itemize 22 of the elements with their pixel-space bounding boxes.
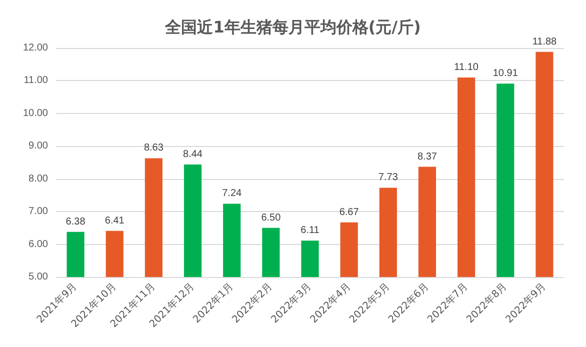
y-tick-label: 7.00	[28, 206, 48, 218]
data-label: 8.37	[417, 151, 438, 162]
data-label: 7.24	[222, 188, 242, 200]
y-tick-label: 8.00	[28, 173, 48, 184]
y-tick-label: 11.00	[24, 75, 48, 86]
data-label: 11.88	[532, 36, 558, 48]
data-label: 8.63	[144, 142, 164, 154]
chart-title: 全国近1年生猪每月平均价格(元/斤)	[164, 18, 421, 36]
y-tick-label: 10.00	[22, 108, 48, 119]
y-tick-label: 5.00	[28, 272, 48, 282]
y-tick-label: 6.00	[28, 238, 48, 250]
y-tick-label: 12.00	[22, 42, 48, 54]
data-label: 6.67	[339, 206, 360, 218]
data-label: 6.50	[261, 212, 282, 224]
data-label: 7.73	[378, 172, 398, 184]
data-label: 6.38	[66, 216, 86, 228]
data-label: 6.11	[300, 225, 320, 236]
data-label: 10.91	[492, 68, 518, 80]
data-label: 8.44	[183, 148, 203, 160]
data-label: 11.10	[454, 62, 479, 73]
data-label: 6.41	[104, 215, 125, 226]
y-tick-label: 9.00	[28, 140, 48, 152]
